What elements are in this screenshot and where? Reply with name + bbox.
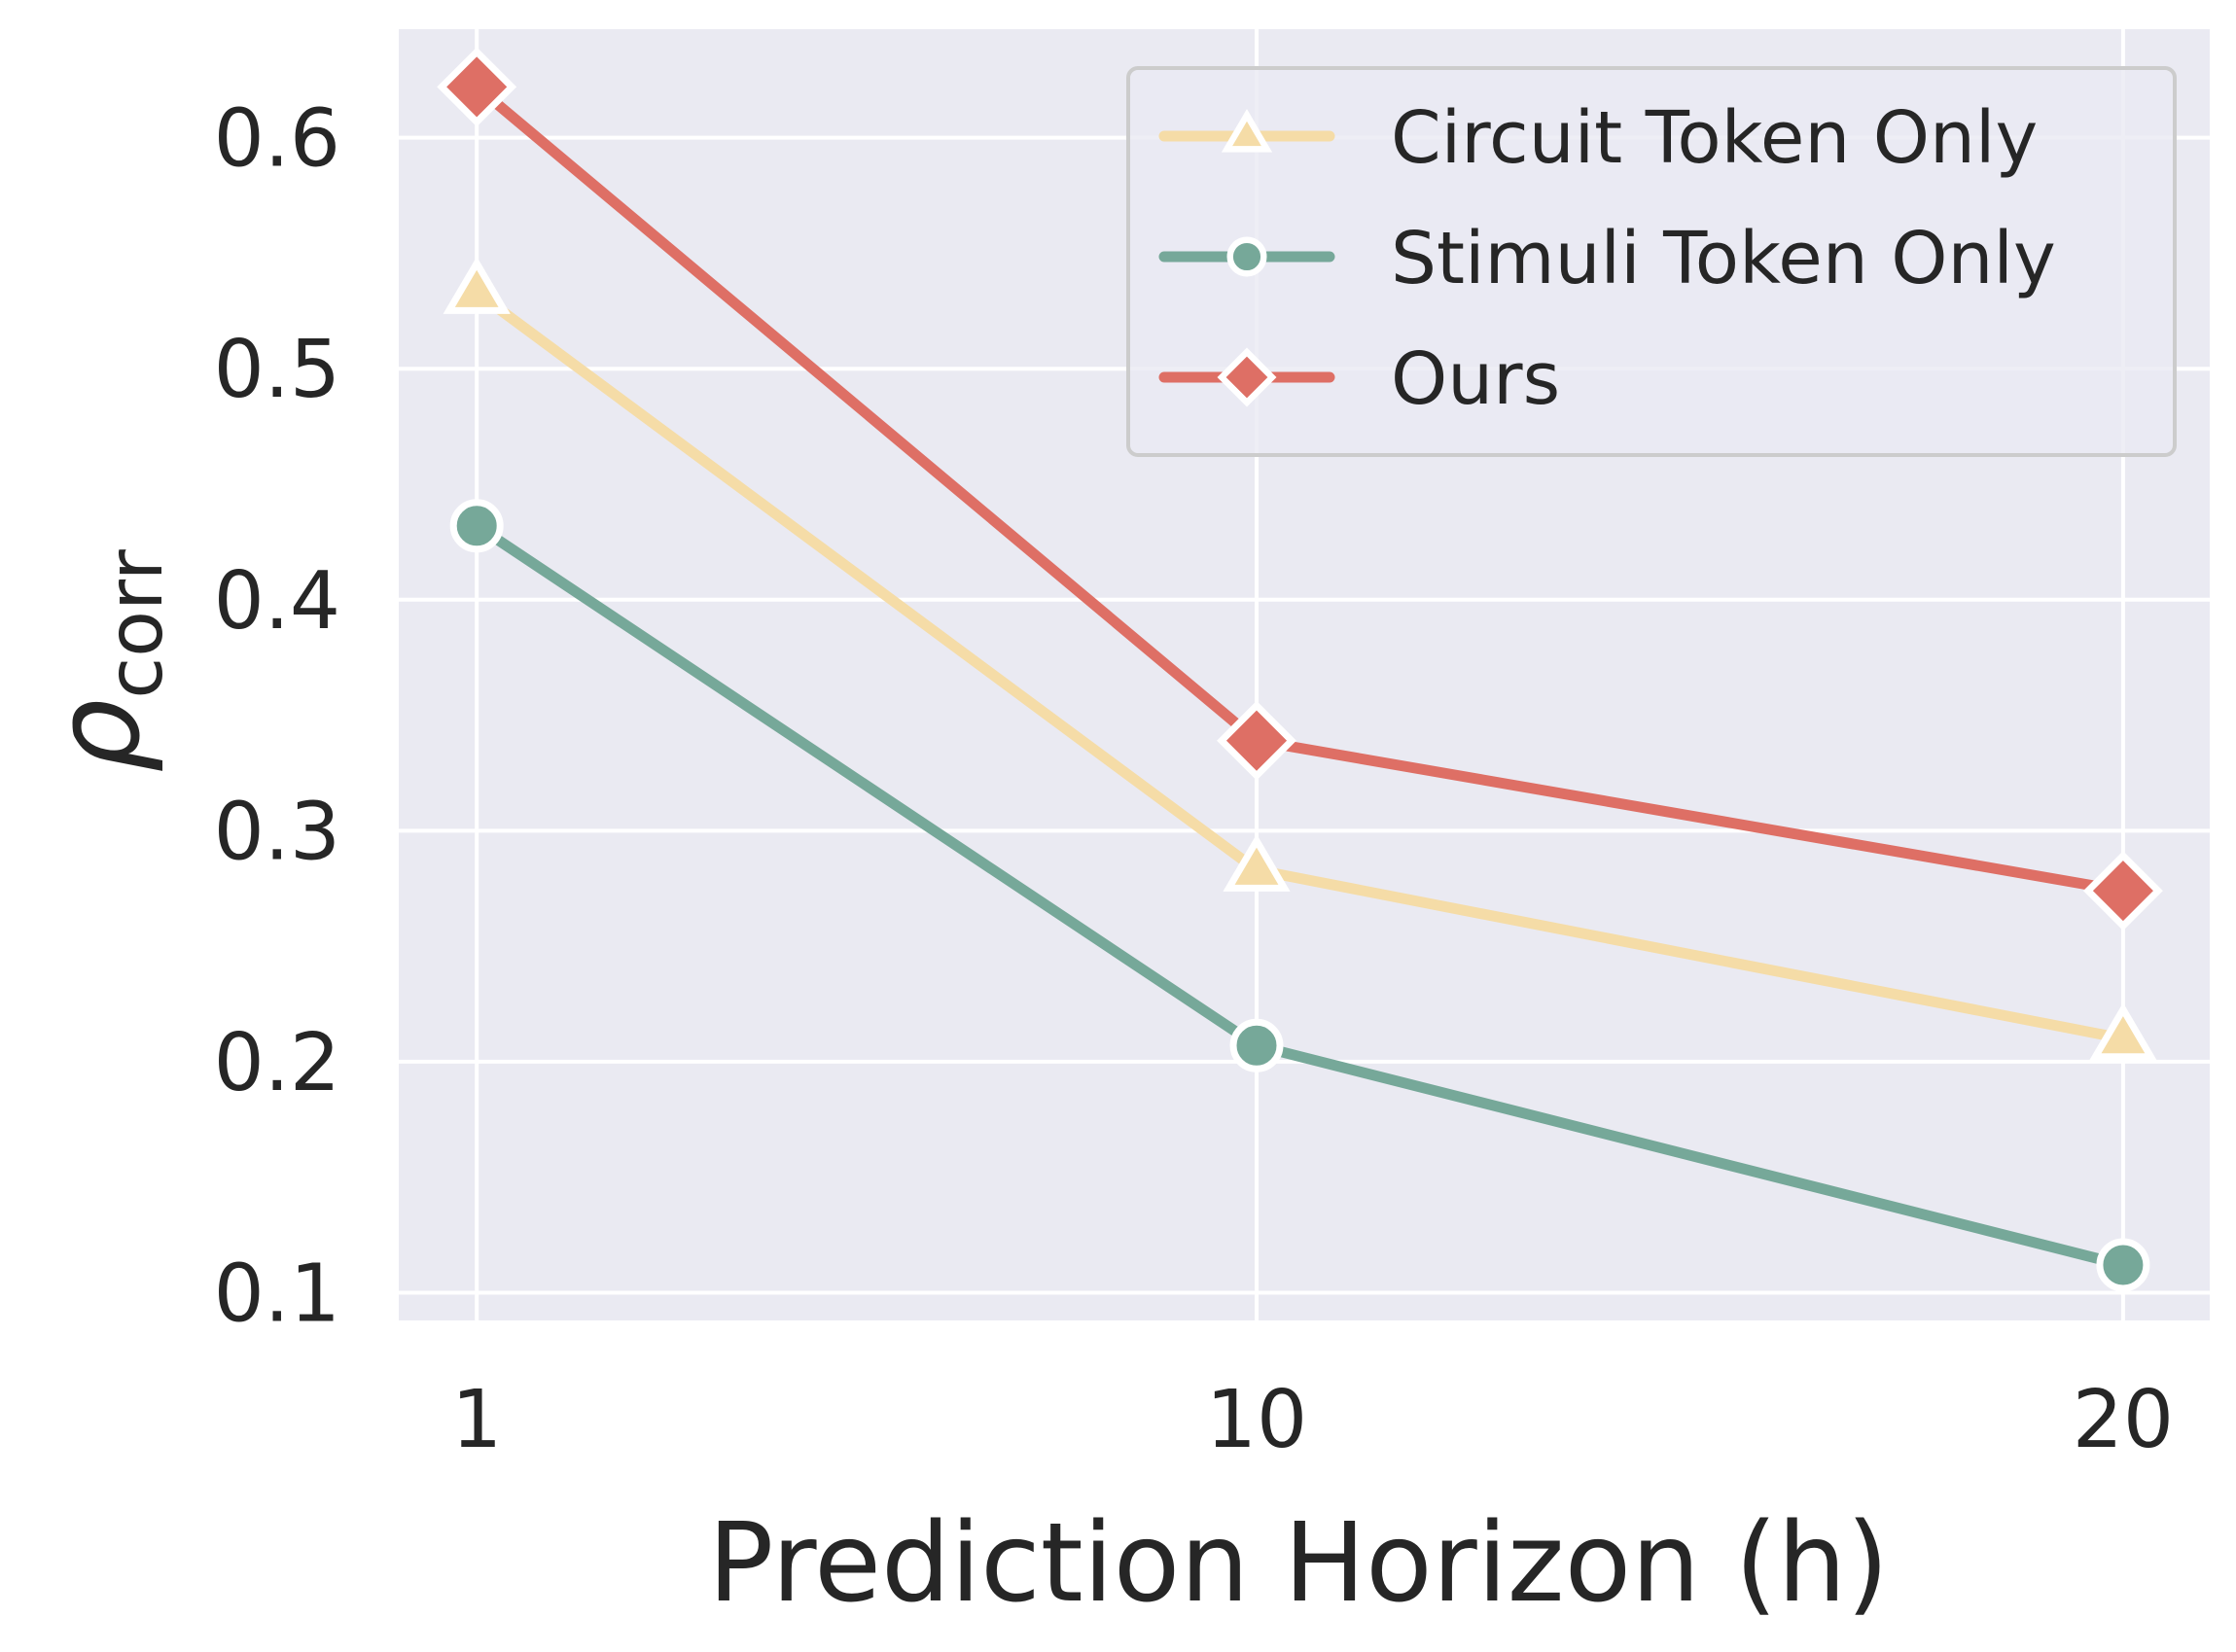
point-ours [437, 47, 517, 127]
y-tick-labels: 0.1 0.2 0.3 0.4 0.5 0.6 [214, 93, 340, 1341]
point-ours [1217, 700, 1296, 781]
y-tick-label: 0.4 [214, 555, 340, 648]
legend-swatch-marker [1217, 347, 1277, 407]
y-axis-label-symbol: ρ [31, 699, 166, 773]
y-tick-label: 0.1 [214, 1248, 340, 1340]
x-axis-label: Prediction Horizon (h) [708, 1500, 1889, 1627]
x-tick-labels: 1 10 20 [451, 1374, 2174, 1466]
point-stimuli-token-only [1229, 1018, 1284, 1072]
legend-label: Circuit Token Only [1391, 96, 2038, 180]
x-tick-label: 1 [451, 1374, 502, 1466]
legend-item-stimuli-token-only: Stimuli Token Only [1158, 217, 2056, 300]
legend-label: Stimuli Token Only [1391, 217, 2056, 300]
point-stimuli-token-only [2096, 1238, 2150, 1292]
legend-item-ours: Ours [1158, 337, 1560, 421]
point-circuit-token-only [443, 256, 511, 314]
legend-swatch-marker [1226, 236, 1267, 277]
x-tick-label: 20 [2073, 1374, 2174, 1466]
legend-swatch-marker [1221, 109, 1273, 153]
point-circuit-token-only [1223, 833, 1291, 892]
legend: Circuit Token Only Stimuli Token Only Ours [1126, 66, 2177, 457]
point-stimuli-token-only [449, 499, 504, 553]
legend-label: Ours [1391, 337, 1560, 421]
legend-item-circuit-token-only: Circuit Token Only [1158, 96, 2038, 180]
point-circuit-token-only [2089, 1002, 2157, 1061]
x-tick-label: 10 [1206, 1374, 1307, 1466]
svg-text:ρcorr: ρcorr [31, 548, 180, 772]
y-tick-label: 0.2 [214, 1017, 340, 1109]
y-axis-label: ρcorr [31, 548, 180, 772]
y-tick-label: 0.6 [214, 93, 340, 186]
point-ours [2082, 851, 2163, 931]
legend-box [1126, 66, 2177, 457]
y-tick-label: 0.3 [214, 786, 340, 878]
y-axis-label-subscript: corr [92, 548, 180, 698]
y-tick-label: 0.5 [214, 324, 340, 416]
series-markers [437, 47, 2163, 1292]
